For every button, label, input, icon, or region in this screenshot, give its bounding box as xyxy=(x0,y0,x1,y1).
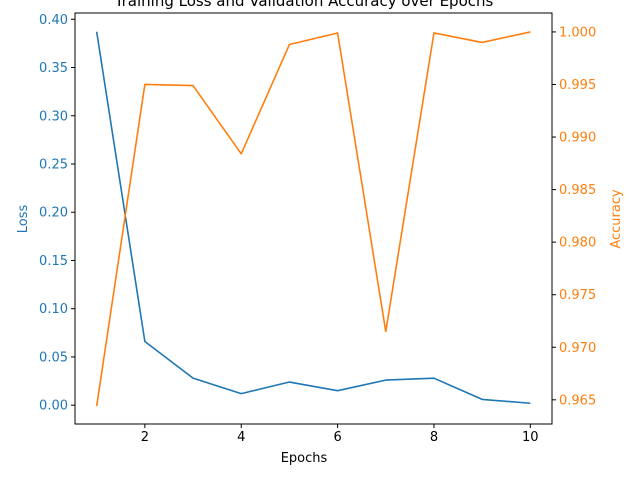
right-axis-label: Accuracy xyxy=(609,189,624,249)
left-tick-label: 0.20 xyxy=(39,206,68,221)
right-tick-label: 0.990 xyxy=(559,131,596,146)
x-tick-label: 6 xyxy=(333,430,341,445)
x-axis-label: Epochs xyxy=(281,451,328,466)
left-tick-label: 0.35 xyxy=(39,61,68,76)
right-axis-ticks: 0.965 0.970 0.975 0.980 0.985 0.990 0.995 1.000 xyxy=(552,25,596,408)
right-tick-label: 0.975 xyxy=(559,288,596,303)
right-tick-label: 0.985 xyxy=(559,183,596,198)
left-tick-label: 0.15 xyxy=(39,254,68,269)
x-tick-label: 10 xyxy=(522,430,539,445)
left-tick-label: 0.00 xyxy=(39,399,68,414)
right-tick-label: 0.995 xyxy=(559,78,596,93)
left-tick-label: 0.10 xyxy=(39,302,68,317)
left-tick-label: 0.40 xyxy=(39,13,68,28)
plot-area-border xyxy=(74,12,553,425)
left-axis-label: Loss xyxy=(16,205,31,234)
series-layer xyxy=(95,31,531,407)
right-tick-label: 0.970 xyxy=(559,341,596,356)
series-line-2 xyxy=(95,31,531,407)
left-tick-label: 0.30 xyxy=(39,109,68,124)
left-axis-ticks: 0.00 0.05 0.10 0.15 0.20 0.25 0.30 0.35 0.40 xyxy=(39,13,75,414)
left-tick-label: 0.25 xyxy=(39,157,68,172)
series-line-1 xyxy=(95,31,531,405)
chart-title: Training Loss and Validation Accuracy ov… xyxy=(114,0,494,10)
plot-frame xyxy=(74,12,553,425)
x-tick-label: 4 xyxy=(237,430,245,445)
x-tick-label: 2 xyxy=(141,430,149,445)
left-tick-label: 0.05 xyxy=(39,350,68,365)
right-tick-label: 0.965 xyxy=(559,393,596,408)
x-axis-ticks: 2 4 6 8 10 xyxy=(141,424,539,445)
right-tick-label: 1.000 xyxy=(559,25,596,40)
x-tick-label: 8 xyxy=(430,430,438,445)
right-tick-label: 0.980 xyxy=(559,236,596,251)
